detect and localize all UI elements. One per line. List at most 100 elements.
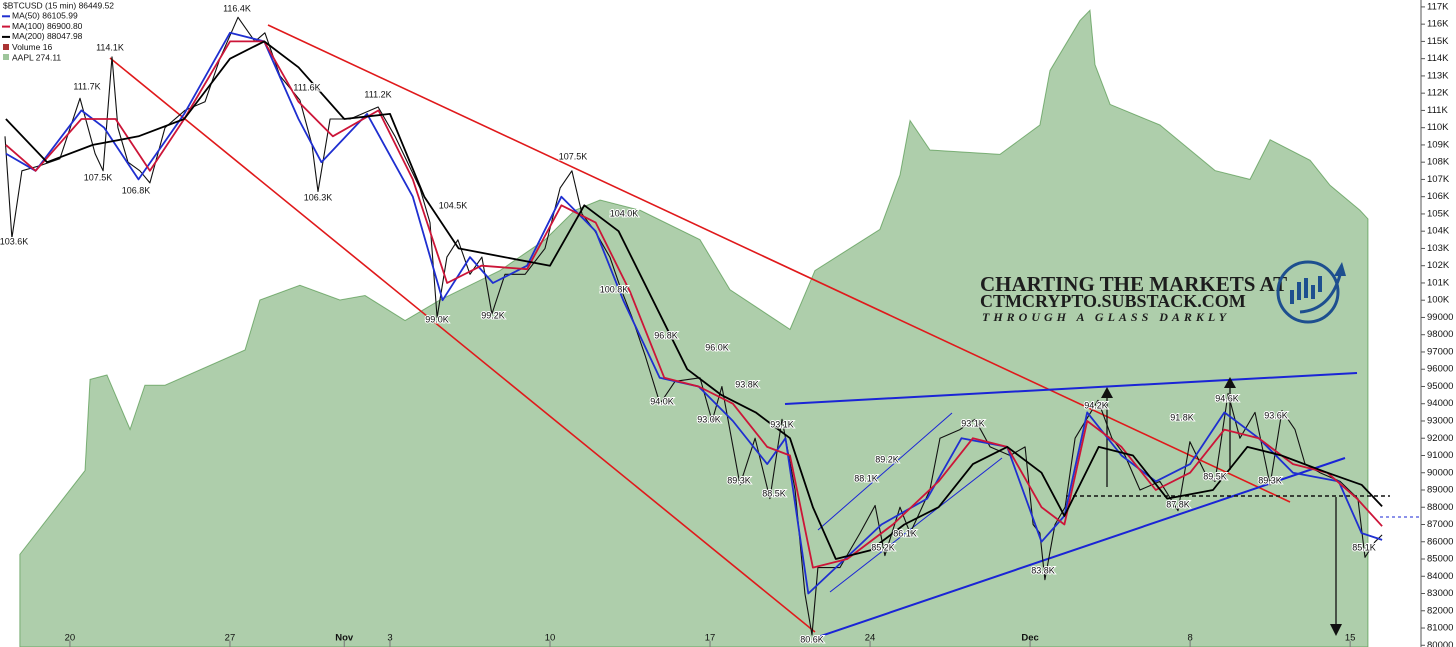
price-annotation: 96.8K [654, 330, 678, 340]
arrow-head [1224, 377, 1236, 388]
price-annotation: 114.1K [96, 42, 124, 52]
y-tick-label: 111K [1427, 105, 1448, 116]
logo-ring [1276, 260, 1340, 324]
logo-bars [1290, 276, 1322, 304]
x-tick-label: 20 [65, 633, 76, 644]
price-annotation: 94.6K [1215, 393, 1239, 403]
y-tick-label: 103K [1427, 243, 1450, 254]
logo-arrow [1299, 274, 1342, 314]
blue-channel [829, 457, 1003, 593]
y-tick-label: 109K [1427, 139, 1450, 150]
x-tick-label: 8 [1187, 633, 1192, 644]
logo-arrow-head [1334, 262, 1346, 276]
y-tick-label: 80000 [1427, 640, 1453, 647]
y-tick-label: 112K [1427, 88, 1449, 99]
y-tick-label: 96000 [1427, 364, 1453, 375]
y-tick-label: 85000 [1427, 554, 1453, 565]
line-layer [4, 16, 1383, 636]
x-tick-label: 27 [225, 633, 236, 644]
y-tick-label: 92000 [1427, 433, 1453, 444]
arrow-head [1101, 387, 1113, 398]
y-tick-label: 88000 [1427, 502, 1453, 513]
price-annotation: 107.5K [559, 151, 588, 161]
price-annotation: 111.6K [293, 82, 320, 92]
arrow-head [1330, 624, 1342, 636]
y-tick-label: 115K [1427, 36, 1449, 47]
grid-layer [69, 641, 1351, 647]
x-tick-label: 17 [705, 633, 716, 644]
legend-entry: Volume 16 [12, 42, 52, 52]
y-tick-label: 110K [1427, 122, 1449, 133]
price-annotation: 99.2K [481, 310, 505, 320]
price-annotation: 89.2K [875, 454, 899, 464]
watermark-line: THROUGH A GLASS DARKLY [982, 310, 1230, 324]
y-tick-label: 105K [1427, 208, 1450, 219]
legend-entry: MA(100) 86900.80 [12, 21, 83, 31]
price-annotation: 107.5K [84, 172, 113, 182]
price-annotation: 104.0K [610, 208, 639, 218]
price-annotation: 89.5K [1203, 471, 1227, 481]
ma-line [5, 40, 1383, 560]
watermark-line: CHARTING THE MARKETS AT [980, 272, 1287, 296]
legend-background [0, 0, 78, 65]
price-annotation: 106.3K [304, 192, 333, 202]
y-tick-label: 86000 [1427, 536, 1453, 547]
price-annotation: 93.1K [770, 419, 794, 429]
y-tick-label: 102K [1427, 260, 1450, 271]
legend-entry: MA(50) 86105.99 [12, 11, 78, 21]
price-annotation: 94.0K [650, 396, 674, 406]
ma-line [5, 40, 1383, 569]
legend-swatch [3, 44, 9, 50]
label-layer: 103.6K 114.1K 111.7K 107.5K 106.8K 116.4K 111.… [0, 2, 1377, 645]
price-annotation: 86.1K [893, 528, 917, 538]
blue-trendline [814, 457, 1346, 639]
blue-channel [817, 412, 953, 531]
watermark-line: CTMCRYPTO.SUBSTACK.COM [980, 291, 1246, 311]
price-annotation: 116.4K [223, 3, 251, 13]
y-tick-label: 114K [1427, 53, 1449, 64]
price-annotation: 93.1K [961, 418, 985, 428]
x-tick-label: 3 [387, 633, 392, 644]
y-tick-label: 95000 [1427, 381, 1453, 392]
trend-lines [109, 24, 1421, 639]
price-annotation: 85.2K [871, 542, 895, 552]
legend-entry: MA(200) 88047.98 [12, 31, 83, 41]
y-tick-label: 87000 [1427, 519, 1453, 530]
legend-entry: $BTCUSD (15 min) 86449.52 [3, 0, 114, 10]
price-annotation: 88.1K [854, 473, 878, 483]
price-annotation: 104.5K [439, 200, 468, 210]
x-tick-label: Nov [335, 633, 354, 644]
x-tick-label: 24 [865, 633, 876, 644]
y-tick-label: 82000 [1427, 605, 1453, 616]
price-annotation: 89.3K [1258, 475, 1282, 485]
y-tick-label: 93000 [1427, 415, 1453, 426]
price-annotation: 87.8K [1166, 499, 1190, 509]
y-tick-label: 90000 [1427, 467, 1453, 478]
price-annotation: 85.1K [1352, 542, 1376, 552]
price-annotation: 106.8K [122, 185, 151, 195]
price-annotation: 111.2K [364, 89, 391, 99]
price-annotation: 94.2K [1084, 400, 1108, 410]
price-annotation: 89.3K [727, 475, 751, 485]
y-tick-label: 94000 [1427, 398, 1453, 409]
price-annotation: 100.8K [600, 284, 629, 294]
x-tick-label: 10 [545, 633, 556, 644]
y-tick-label: 98000 [1427, 329, 1453, 340]
red-trendline [109, 57, 816, 633]
price-annotation: 96.0K [705, 342, 729, 352]
y-tick-label: 81000 [1427, 623, 1453, 634]
red-trendline [267, 24, 1291, 503]
legend-entry: AAPL 274.11 [12, 52, 61, 62]
y-tick-label: 108K [1427, 157, 1450, 168]
price-annotation: 83.8K [1031, 565, 1055, 575]
price-annotation: 93.6K [1264, 410, 1288, 420]
price-annotation: 93.0K [697, 414, 721, 424]
y-tick-label: 91000 [1427, 450, 1453, 461]
axis-layer: 80000 81000 82000 83000 84000 85000 86000 87000… [65, 0, 1453, 647]
y-tick-label: 104K [1427, 226, 1450, 237]
legend-swatch [3, 54, 9, 60]
